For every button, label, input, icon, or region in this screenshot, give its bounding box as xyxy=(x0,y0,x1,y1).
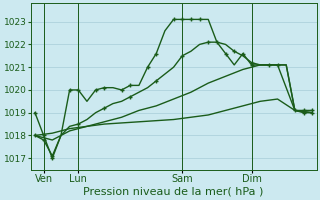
X-axis label: Pression niveau de la mer( hPa ): Pression niveau de la mer( hPa ) xyxy=(84,187,264,197)
